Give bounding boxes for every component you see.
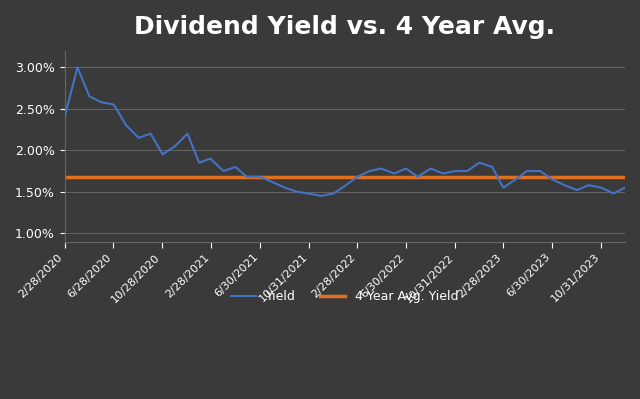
Legend: Yield, 4 Year Avg. Yield: Yield, 4 Year Avg. Yield xyxy=(226,285,464,308)
Title: Dividend Yield vs. 4 Year Avg.: Dividend Yield vs. 4 Year Avg. xyxy=(134,15,556,39)
